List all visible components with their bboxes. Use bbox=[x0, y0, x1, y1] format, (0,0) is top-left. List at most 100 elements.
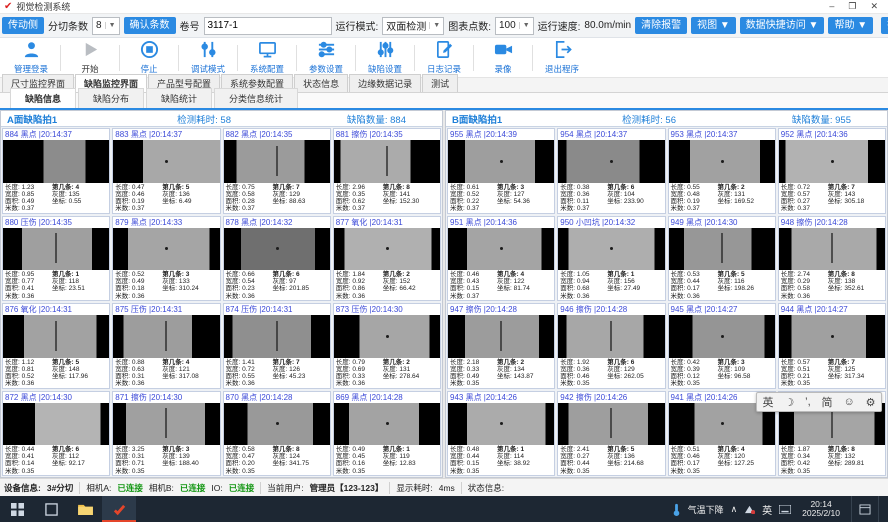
defect-cell[interactable]: 948 擦伤 |20:14:28 长度: 2.74 宽度: 0.29 面积: 0.58… bbox=[777, 215, 886, 301]
keyboard-icon[interactable] bbox=[779, 504, 792, 514]
defect-cell[interactable]: 880 压伤 |20:14:35 长度: 0.95 宽度: 0.77 面积: 0.41… bbox=[2, 215, 111, 301]
tab-尺寸监控界面[interactable]: 尺寸监控界面 bbox=[2, 74, 75, 92]
defect-cell[interactable]: 947 擦伤 |20:14:28 长度: 2.18 宽度: 0.33 面积: 0.49… bbox=[447, 303, 556, 389]
sub-tab-bar: 缺陷信息 缺陷分布 缺陷统计 分类信息统计 bbox=[0, 88, 888, 110]
subtab-缺陷统计[interactable]: 缺陷统计 bbox=[146, 88, 213, 108]
ime-emoji-icon[interactable]: ☺ bbox=[843, 396, 855, 408]
tray-chevron-up-icon[interactable]: ∧ bbox=[730, 503, 738, 514]
defect-cell[interactable]: 955 黑点 |20:14:39 长度: 0.61 宽度: 0.52 面积: 0.22… bbox=[447, 128, 556, 214]
defect-cell[interactable]: 882 黑点 |20:14:35 长度: 0.75 宽度: 0.58 面积: 0.28… bbox=[222, 128, 331, 214]
display-time-label: 显示耗时: bbox=[396, 482, 433, 493]
defect-cell[interactable]: 954 黑点 |20:14:37 长度: 0.38 宽度: 0.36 面积: 0.11… bbox=[557, 128, 666, 214]
stop-action-button[interactable]: 停止 bbox=[120, 39, 178, 77]
defect-cell-header: 946 擦伤 |20:14:28 bbox=[560, 305, 628, 314]
ime-fullhalf-moon-icon[interactable]: ☽ bbox=[784, 396, 795, 409]
operate-side-button[interactable]: 操作侧 bbox=[881, 17, 888, 34]
subtab-缺陷分布[interactable]: 缺陷分布 bbox=[78, 88, 145, 108]
defect-image bbox=[3, 140, 110, 183]
defect-mark bbox=[720, 233, 723, 264]
tab-测试[interactable]: 测试 bbox=[422, 74, 459, 92]
defect-cell[interactable]: 945 黑点 |20:14:27 长度: 0.42 宽度: 0.39 面积: 0.12… bbox=[667, 303, 776, 389]
defect-mark bbox=[500, 320, 503, 351]
play-action-button[interactable]: 开始 bbox=[61, 39, 119, 77]
user-action-button[interactable]: 管理登录 bbox=[2, 39, 60, 77]
clear-alarm-button[interactable]: 清除报警 bbox=[635, 17, 688, 34]
ime-punctuation-toggle[interactable]: ’, bbox=[805, 396, 811, 408]
defect-cell[interactable]: 876 氧化 |20:14:31 长度: 1.12 宽度: 0.81 面积: 0.52… bbox=[2, 303, 111, 389]
toolbar-actions: 管理登录 开始 停止 调试模式 系统配置 参数设置 缺陷设置 日志记录 录像 退出程序 bbox=[0, 38, 888, 78]
chart-points-select[interactable]: 100 ▼ bbox=[495, 16, 534, 35]
log-action-button[interactable]: 日志记录 bbox=[415, 39, 473, 77]
defect-cell-header: 880 压伤 |20:14:35 bbox=[5, 217, 73, 227]
defect-cell[interactable]: 869 黑点 |20:14:28 长度: 0.49 宽度: 0.45 面积: 0.16… bbox=[332, 390, 441, 476]
run-mode-select[interactable]: 双面检测 ▼ bbox=[382, 16, 445, 35]
close-button[interactable]: ✕ bbox=[870, 1, 878, 11]
camera-action-button[interactable]: 录像 bbox=[474, 39, 532, 77]
defect-cell[interactable]: 879 黑点 |20:14:33 长度: 0.52 宽度: 0.49 面积: 0.18… bbox=[112, 215, 221, 301]
defect-cell[interactable]: 944 黑点 |20:14:27 长度: 0.57 宽度: 0.51 面积: 0.21… bbox=[777, 303, 886, 389]
defect-cell[interactable]: 950 小凹坑 |20:14:32 长度: 1.05 宽度: 0.94 面积: 0.6… bbox=[557, 215, 666, 301]
defect-cell[interactable]: 872 黑点 |20:14:30 长度: 0.44 宽度: 0.41 面积: 0.14… bbox=[2, 390, 111, 476]
defect-cell[interactable]: 884 黑点 |20:14:37 长度: 1.23 宽度: 0.85 面积: 0.49… bbox=[2, 128, 111, 214]
defect-cell[interactable]: 941 黑点 |20:14:26 长度: 0.51 宽度: 0.46 面积: 0.17… bbox=[667, 390, 776, 476]
tune-action-button[interactable]: 调试模式 bbox=[179, 39, 237, 77]
defect-cell[interactable]: 943 黑点 |20:14:26 长度: 0.48 宽度: 0.44 面积: 0.15… bbox=[447, 390, 556, 476]
start-button[interactable] bbox=[0, 496, 34, 522]
defect-cell[interactable]: 871 擦伤 |20:14:30 长度: 3.25 宽度: 0.31 面积: 0.71… bbox=[112, 390, 221, 476]
network-icon[interactable] bbox=[744, 504, 756, 514]
toolbar-primary: 传动侧 分切条数 8▼ 确认条数 卷号 运行模式: 双面检测▼ 图表点数: 10… bbox=[0, 14, 888, 38]
sliders-h-action-button[interactable]: 参数设置 bbox=[297, 39, 355, 77]
defect-mark bbox=[500, 422, 504, 426]
data-access-menu-button[interactable]: 数据快捷访问 ▼ bbox=[739, 17, 825, 34]
tab-边缘数据记录[interactable]: 边缘数据记录 bbox=[349, 74, 422, 92]
notification-icon[interactable] bbox=[859, 503, 871, 515]
vision-app-taskbar-button[interactable] bbox=[102, 496, 136, 522]
defect-cell[interactable]: 870 黑点 |20:14:28 长度: 0.58 宽度: 0.47 面积: 0.20… bbox=[222, 390, 331, 476]
thermometer-icon bbox=[673, 503, 679, 516]
ime-simplified-toggle[interactable]: 简 bbox=[821, 397, 833, 409]
task-view-button[interactable] bbox=[34, 496, 68, 522]
tab-状态信息[interactable]: 状态信息 bbox=[294, 74, 349, 92]
ime-settings-gear-icon[interactable]: ⚙ bbox=[865, 396, 876, 409]
defect-cell[interactable]: 951 黑点 |20:14:36 长度: 0.46 宽度: 0.43 面积: 0.15… bbox=[447, 215, 556, 301]
subtab-缺陷信息[interactable]: 缺陷信息 bbox=[10, 88, 77, 108]
slit-count-select[interactable]: 8 ▼ bbox=[92, 16, 120, 35]
defect-cell[interactable]: 952 黑点 |20:14:36 长度: 0.72 宽度: 0.57 面积: 0.27… bbox=[777, 128, 886, 214]
defect-image bbox=[778, 227, 885, 270]
tab-产品型号配置[interactable]: 产品型号配置 bbox=[148, 74, 221, 92]
defect-cell[interactable]: 877 氧化 |20:14:31 长度: 1.84 宽度: 0.92 面积: 0.86… bbox=[332, 215, 441, 301]
ime-english-toggle[interactable]: 英 bbox=[762, 397, 774, 409]
ime-language-indicator[interactable]: 英 bbox=[762, 505, 773, 517]
defect-cell[interactable]: 881 擦伤 |20:14:35 长度: 2.96 宽度: 0.35 面积: 0.62… bbox=[332, 128, 441, 214]
defect-cell[interactable]: 942 擦伤 |20:14:26 长度: 2.41 宽度: 0.27 面积: 0.44… bbox=[557, 390, 666, 476]
maximize-button[interactable]: ❐ bbox=[848, 1, 857, 11]
file-explorer-button[interactable] bbox=[68, 496, 102, 522]
subtab-分类信息统计[interactable]: 分类信息统计 bbox=[214, 88, 299, 108]
defect-cell[interactable]: 949 黑点 |20:14:30 长度: 0.53 宽度: 0.44 面积: 0.17… bbox=[667, 215, 776, 301]
defect-cell[interactable]: 946 擦伤 |20:14:28 长度: 1.92 宽度: 0.36 面积: 0.46… bbox=[557, 303, 666, 389]
defect-cell[interactable]: 874 压伤 |20:14:31 长度: 1.41 宽度: 0.72 面积: 0.55… bbox=[222, 303, 331, 389]
exit-action-button[interactable]: 退出程序 bbox=[533, 39, 591, 77]
monitor-action-button[interactable]: 系统配置 bbox=[238, 39, 296, 77]
confirm-count-button[interactable]: 确认条数 bbox=[123, 17, 176, 34]
defect-cell[interactable]: 953 黑点 |20:14:37 长度: 0.55 宽度: 0.48 面积: 0.19… bbox=[667, 128, 776, 214]
defect-cell[interactable]: 875 压伤 |20:14:31 长度: 0.88 宽度: 0.63 面积: 0.31… bbox=[112, 303, 221, 389]
tab-系统参数配置[interactable]: 系统参数配置 bbox=[221, 74, 294, 92]
defect-image bbox=[3, 227, 110, 270]
drive-side-button[interactable]: 传动侧 bbox=[2, 17, 44, 34]
weather-text[interactable]: 气温下降 bbox=[687, 504, 724, 515]
show-desktop-button[interactable] bbox=[878, 496, 884, 522]
sliders-v-action-button[interactable]: 缺陷设置 bbox=[356, 39, 414, 77]
view-menu-button[interactable]: 视图 ▼ bbox=[691, 17, 736, 34]
defect-cell[interactable]: 873 压伤 |20:14:30 长度: 0.79 宽度: 0.69 面积: 0.33… bbox=[332, 303, 441, 389]
roll-input[interactable] bbox=[203, 16, 332, 35]
defect-cell-header: 870 黑点 |20:14:28 bbox=[225, 392, 293, 402]
defect-measurements: 长度: 0.47 宽度: 0.46 面积: 0.19 米数: 0.37 第几条: 5 灰度… bbox=[115, 183, 192, 213]
defect-cell[interactable]: 883 黑点 |20:14:37 长度: 0.47 宽度: 0.46 面积: 0.19… bbox=[112, 128, 221, 214]
defect-cell[interactable]: 878 黑点 |20:14:32 长度: 0.66 宽度: 0.54 面积: 0.23… bbox=[222, 215, 331, 301]
help-menu-button[interactable]: 帮助 ▼ bbox=[828, 17, 874, 34]
taskbar-clock[interactable]: 20:14 2025/2/10 bbox=[798, 499, 844, 519]
tab-缺陷监控界面[interactable]: 缺陷监控界面 bbox=[75, 74, 148, 92]
minimize-button[interactable]: – bbox=[829, 1, 835, 11]
